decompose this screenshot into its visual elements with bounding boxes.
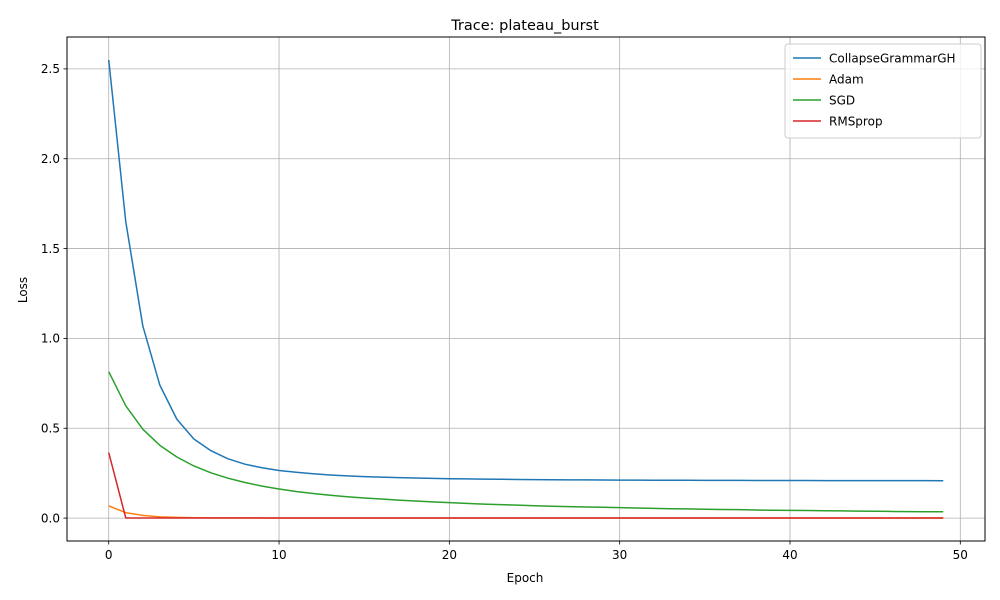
legend-box <box>784 43 982 139</box>
series-line-sgd <box>108 371 944 513</box>
y-tick-label: 2.5 <box>41 62 60 76</box>
chart-title: Trace: plateau_burst <box>450 18 599 34</box>
y-axis-label: Loss <box>16 277 30 303</box>
series-line-collapsegrammargh <box>107 59 944 482</box>
series-line-rmsprop <box>108 452 944 519</box>
legend-label-sgd: SGD <box>829 93 855 107</box>
x-tick-label: 10 <box>271 548 286 562</box>
series-lines <box>107 59 944 519</box>
legend-label-rmsprop: RMSprop <box>829 114 883 128</box>
x-tick-label: 30 <box>612 548 627 562</box>
y-tick-label: 2.0 <box>41 152 60 166</box>
x-axis-label: Epoch <box>507 571 544 585</box>
x-tick-label: 20 <box>442 548 457 562</box>
x-tick-label: 50 <box>953 548 968 562</box>
axis-ticks: 0 10 20 30 40 50 0.0 0.5 1.0 1.5 2.0 2.5 <box>41 62 968 562</box>
y-tick-label: 1.5 <box>41 242 60 256</box>
legend-label-collapsegrammargh: CollapseGrammarGH <box>829 51 956 65</box>
x-tick-label: 40 <box>782 548 797 562</box>
y-tick-label: 1.0 <box>41 332 60 346</box>
x-tick-label: 0 <box>105 548 113 562</box>
plot-frame <box>66 36 986 542</box>
legend-label-adam: Adam <box>829 72 864 86</box>
series-line-adam <box>108 505 944 519</box>
y-tick-label: 0.0 <box>41 511 60 525</box>
legend: CollapseGrammarGH Adam SGD RMSprop <box>784 43 982 139</box>
y-tick-label: 0.5 <box>41 422 60 436</box>
